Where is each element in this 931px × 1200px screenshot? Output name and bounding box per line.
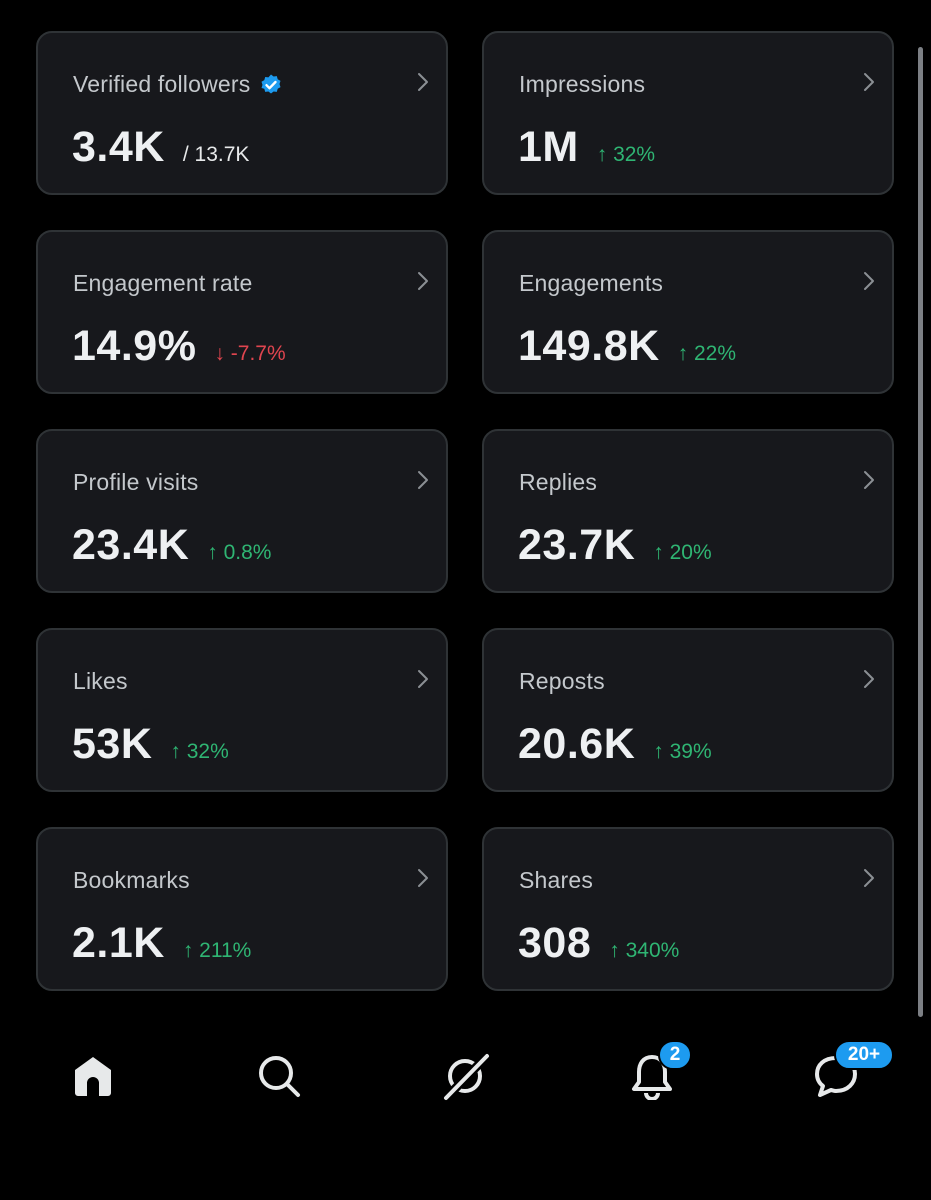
metric-card-profile-visits[interactable]: Profile visits 23.4K ↑ 0.8% [36, 429, 448, 593]
metric-card-verified-followers[interactable]: Verified followers 3.4K / 13.7K [36, 31, 448, 195]
metric-label: Engagements [519, 270, 664, 296]
metric-delta: ↑ 22% [677, 342, 737, 365]
metric-delta: ↑ 32% [596, 143, 656, 166]
metric-total: / 13.7K [182, 143, 250, 166]
metric-delta: ↑ 20% [653, 541, 712, 564]
metric-card-bookmarks[interactable]: Bookmarks 2.1K ↑ 211% [36, 827, 448, 991]
nav-grok[interactable] [436, 1048, 496, 1108]
metric-label: Impressions [519, 71, 646, 97]
metric-value: 149.8K [518, 322, 660, 370]
metric-value: 23.4K [72, 521, 190, 569]
metric-value: 308 [518, 919, 592, 967]
nav-search[interactable] [249, 1048, 309, 1108]
metric-delta: ↑ 0.8% [207, 541, 272, 564]
metric-value: 23.7K [518, 521, 636, 569]
chevron-right-icon [416, 469, 430, 496]
metric-label: Verified followers [73, 71, 251, 97]
nav-home[interactable] [63, 1048, 123, 1108]
verified-badge-icon [259, 73, 283, 97]
chevron-right-icon [862, 469, 876, 496]
chevron-right-icon [862, 668, 876, 695]
metric-label: Profile visits [73, 469, 199, 495]
metric-value: 14.9% [72, 322, 197, 370]
metric-delta: ↑ 340% [609, 939, 680, 962]
metric-card-engagements[interactable]: Engagements 149.8K ↑ 22% [482, 230, 894, 394]
metric-label: Likes [73, 668, 128, 694]
metric-card-shares[interactable]: Shares 308 ↑ 340% [482, 827, 894, 991]
grok-icon [440, 1050, 492, 1107]
metric-label: Engagement rate [73, 270, 253, 296]
chevron-right-icon [862, 867, 876, 894]
metric-card-reposts[interactable]: Reposts 20.6K ↑ 39% [482, 628, 894, 792]
chevron-right-icon [416, 668, 430, 695]
scrollbar[interactable] [918, 47, 923, 1017]
metric-value: 20.6K [518, 720, 636, 768]
metric-value: 2.1K [72, 919, 165, 967]
messages-icon [811, 1052, 861, 1105]
metric-label: Reposts [519, 668, 605, 694]
nav-messages[interactable]: 20+ [806, 1040, 894, 1108]
home-icon [70, 1053, 116, 1104]
metric-delta: ↑ 32% [170, 740, 229, 763]
chevron-right-icon [416, 71, 430, 98]
metric-label: Shares [519, 867, 594, 893]
bottom-nav: 2 20+ [0, 1030, 931, 1130]
notification-count-badge: 2 [658, 1040, 692, 1070]
metric-label: Replies [519, 469, 598, 495]
metric-delta: ↓ -7.7% [214, 342, 286, 365]
metric-card-impressions[interactable]: Impressions 1M ↑ 32% [482, 31, 894, 195]
metric-delta: ↑ 39% [653, 740, 712, 763]
metric-delta: ↑ 211% [182, 939, 252, 962]
metric-card-likes[interactable]: Likes 53K ↑ 32% [36, 628, 448, 792]
chevron-right-icon [416, 867, 430, 894]
nav-notifications[interactable]: 2 [622, 1040, 692, 1108]
metric-card-replies[interactable]: Replies 23.7K ↑ 20% [482, 429, 894, 593]
search-icon [255, 1052, 303, 1105]
metric-value: 1M [518, 123, 579, 171]
chevron-right-icon [862, 270, 876, 297]
metric-value: 53K [72, 720, 153, 768]
metric-label: Bookmarks [73, 867, 190, 893]
metric-card-engagement-rate[interactable]: Engagement rate 14.9% ↓ -7.7% [36, 230, 448, 394]
chevron-right-icon [416, 270, 430, 297]
metric-value: 3.4K [72, 123, 165, 171]
messages-count-badge: 20+ [834, 1040, 894, 1070]
chevron-right-icon [862, 71, 876, 98]
